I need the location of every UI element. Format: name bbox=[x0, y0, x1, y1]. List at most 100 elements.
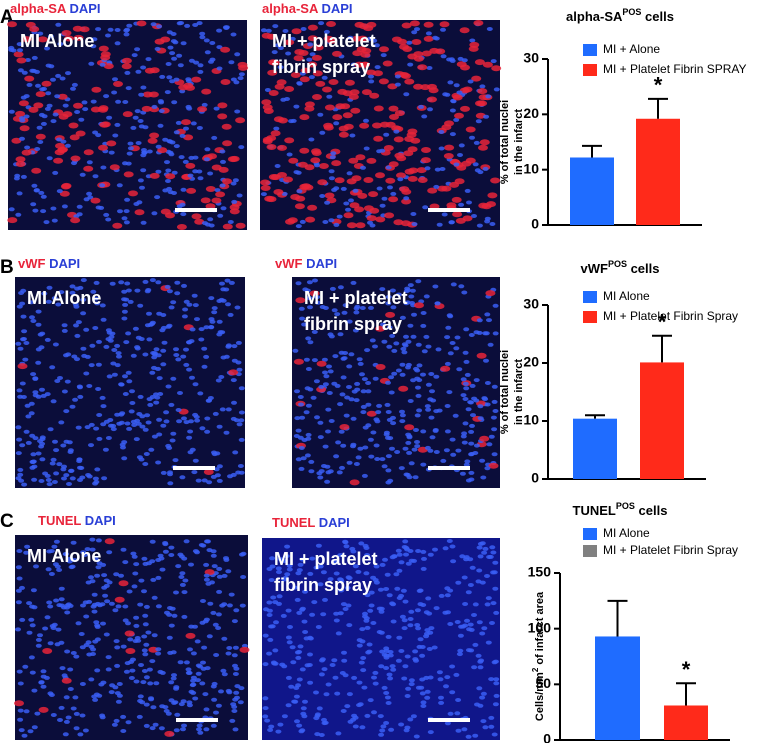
cell-nucleus bbox=[232, 450, 239, 455]
cell-nucleus bbox=[192, 23, 199, 27]
cell-nucleus bbox=[94, 301, 101, 306]
cell-nucleus bbox=[19, 381, 26, 386]
cell-nucleus bbox=[462, 397, 469, 401]
cell-nucleus bbox=[262, 714, 269, 719]
cell-nucleus bbox=[273, 126, 280, 131]
cell-nucleus bbox=[92, 556, 99, 561]
cell-nucleus bbox=[471, 613, 477, 617]
cell-nucleus bbox=[437, 677, 444, 682]
cell-nucleus bbox=[421, 556, 427, 561]
cell-nucleus bbox=[122, 100, 129, 104]
cell-nucleus bbox=[88, 575, 94, 580]
cell-nucleus bbox=[162, 541, 169, 545]
cell-nucleus bbox=[124, 630, 135, 637]
cell-nucleus bbox=[391, 371, 398, 376]
cell-nucleus bbox=[197, 391, 204, 396]
cell-nucleus bbox=[382, 557, 388, 562]
cell-nucleus bbox=[303, 410, 310, 415]
cell-nucleus bbox=[92, 174, 99, 179]
cell-nucleus bbox=[419, 691, 426, 696]
cell-nucleus bbox=[411, 222, 418, 227]
cell-nucleus bbox=[436, 222, 443, 227]
cell-nucleus bbox=[37, 31, 44, 36]
cell-nucleus bbox=[348, 198, 354, 203]
cell-nucleus bbox=[140, 680, 147, 685]
cell-nucleus bbox=[125, 621, 131, 626]
cell-nucleus bbox=[39, 87, 46, 92]
cell-nucleus bbox=[200, 599, 206, 603]
cell-nucleus bbox=[99, 303, 106, 308]
cell-nucleus bbox=[158, 726, 165, 731]
cell-nucleus bbox=[43, 220, 50, 225]
cell-nucleus bbox=[223, 430, 230, 435]
cell-nucleus bbox=[312, 94, 322, 100]
cell-nucleus bbox=[116, 354, 122, 359]
cell-nucleus bbox=[66, 482, 72, 486]
cell-nucleus bbox=[444, 335, 451, 340]
cell-nucleus bbox=[70, 540, 77, 545]
cell-nucleus bbox=[266, 33, 277, 40]
cell-nucleus bbox=[109, 281, 116, 286]
cell-nucleus bbox=[364, 625, 371, 630]
cell-nucleus bbox=[390, 421, 397, 426]
cell-nucleus bbox=[297, 644, 304, 649]
y-tick-label: 30 bbox=[523, 296, 539, 312]
cell-nucleus bbox=[16, 669, 23, 674]
cell-nucleus bbox=[488, 434, 495, 439]
cell-nucleus bbox=[175, 408, 182, 412]
cell-nucleus bbox=[459, 471, 466, 476]
cell-nucleus bbox=[214, 188, 221, 193]
cell-nucleus bbox=[220, 206, 227, 211]
cell-nucleus bbox=[220, 159, 226, 164]
cell-nucleus bbox=[334, 177, 345, 184]
cell-nucleus bbox=[285, 51, 292, 56]
cell-nucleus bbox=[21, 329, 28, 334]
cell-nucleus bbox=[35, 637, 42, 642]
cell-nucleus bbox=[414, 376, 421, 381]
cell-nucleus bbox=[458, 284, 465, 289]
cell-nucleus bbox=[465, 157, 476, 164]
cell-nucleus bbox=[98, 45, 109, 52]
cell-nucleus bbox=[398, 466, 405, 471]
cell-nucleus bbox=[30, 202, 37, 207]
cell-nucleus bbox=[405, 365, 411, 370]
cell-nucleus bbox=[181, 416, 187, 421]
y-axis-label-text: in the infarct bbox=[513, 359, 525, 425]
cell-nucleus bbox=[355, 222, 366, 229]
cell-nucleus bbox=[460, 105, 470, 112]
cell-nucleus bbox=[234, 109, 241, 114]
cell-nucleus bbox=[63, 695, 70, 700]
cell-nucleus bbox=[32, 390, 39, 395]
cell-nucleus bbox=[384, 212, 395, 219]
cell-nucleus bbox=[35, 91, 46, 98]
cell-nucleus bbox=[239, 646, 250, 653]
cell-nucleus bbox=[167, 470, 173, 475]
cell-nucleus bbox=[66, 559, 73, 564]
cell-nucleus bbox=[155, 366, 161, 371]
cell-nucleus bbox=[207, 171, 214, 176]
cell-nucleus bbox=[182, 159, 189, 164]
cell-nucleus bbox=[354, 304, 361, 309]
cell-nucleus bbox=[180, 41, 187, 46]
cell-nucleus bbox=[122, 392, 129, 396]
cell-nucleus bbox=[486, 442, 493, 447]
cell-nucleus bbox=[58, 705, 65, 710]
cell-nucleus bbox=[196, 723, 203, 728]
cell-nucleus bbox=[469, 41, 480, 48]
cell-nucleus bbox=[21, 70, 28, 75]
cell-nucleus bbox=[454, 335, 461, 340]
cell-nucleus bbox=[100, 165, 107, 170]
cell-nucleus bbox=[343, 413, 350, 418]
cell-nucleus bbox=[172, 40, 179, 45]
cell-nucleus bbox=[54, 149, 65, 156]
cell-nucleus bbox=[461, 727, 468, 732]
cell-nucleus bbox=[234, 52, 241, 57]
cell-nucleus bbox=[473, 443, 480, 448]
cell-nucleus bbox=[161, 340, 168, 345]
cell-nucleus bbox=[28, 617, 35, 622]
cell-nucleus bbox=[401, 350, 408, 355]
cell-nucleus bbox=[77, 385, 83, 390]
cell-nucleus bbox=[52, 112, 59, 117]
cell-nucleus bbox=[419, 653, 426, 658]
cell-nucleus bbox=[424, 445, 431, 450]
